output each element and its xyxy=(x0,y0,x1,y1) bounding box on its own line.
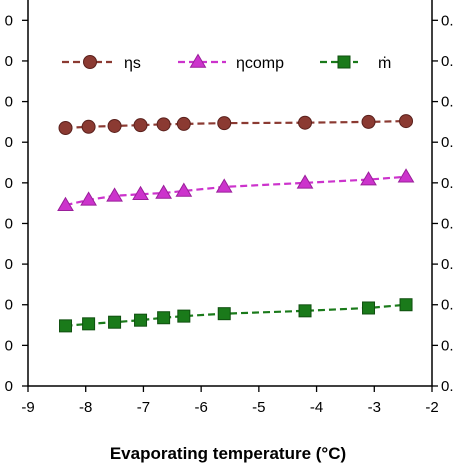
left-y-tick-label: 0 xyxy=(5,337,13,354)
x-tick-label: -8 xyxy=(79,399,92,416)
data-point xyxy=(132,185,149,200)
x-tick-label: -4 xyxy=(310,399,323,416)
x-tick-label: -5 xyxy=(252,399,265,416)
left-y-tick-label: 0 xyxy=(5,297,13,314)
right-y-tick-label: 0. xyxy=(441,94,454,111)
left-y-tick-label: 0 xyxy=(5,256,13,273)
left-y-tick-label: 0 xyxy=(5,378,13,395)
data-point xyxy=(58,120,73,135)
right-y-tick-label: 0. xyxy=(441,297,454,314)
series-0 xyxy=(58,114,414,135)
data-point xyxy=(175,182,193,197)
series-layer xyxy=(57,114,415,333)
data-point xyxy=(397,168,415,183)
right-y-tick-label: 0. xyxy=(441,134,454,151)
data-point xyxy=(106,187,123,202)
data-point xyxy=(361,114,376,129)
data-point xyxy=(82,317,96,331)
legend-marker xyxy=(337,55,351,69)
x-axis-label: Evaporating temperature (°C) xyxy=(110,444,346,463)
data-point xyxy=(360,171,377,186)
data-point xyxy=(176,116,191,131)
data-point xyxy=(134,313,148,327)
left-y-tick-label: 0 xyxy=(5,215,13,232)
legend-entry: ηs xyxy=(62,55,141,72)
data-point xyxy=(157,311,171,325)
data-point xyxy=(298,115,313,130)
x-tick-label: -7 xyxy=(137,399,150,416)
right-y-tick-label: 0. xyxy=(441,53,454,70)
series-2 xyxy=(59,298,413,333)
right-y-tick-label: 0. xyxy=(441,337,454,354)
series-1 xyxy=(57,168,415,211)
data-point xyxy=(177,309,191,323)
left-y-tick-label: 0 xyxy=(5,53,13,70)
data-point xyxy=(399,114,414,129)
legend-label: ηcomp xyxy=(236,55,284,72)
x-tick-label: -3 xyxy=(368,399,381,416)
x-tick-label: -9 xyxy=(21,399,34,416)
data-point xyxy=(217,116,232,131)
right-y-tick-label: 0. xyxy=(441,256,454,273)
left-y-tick-label: 0 xyxy=(5,12,13,29)
legend-label: ṁ xyxy=(378,55,391,72)
series-line xyxy=(65,175,407,207)
data-point xyxy=(298,304,312,318)
data-point xyxy=(155,184,173,199)
legend-marker xyxy=(83,55,97,69)
data-point xyxy=(59,319,73,333)
data-point xyxy=(156,117,171,132)
x-tick-label: -2 xyxy=(425,399,438,416)
right-y-tick-label: 0. xyxy=(441,12,454,29)
right-y-tick-label: 0. xyxy=(441,175,454,192)
series-line xyxy=(65,303,407,327)
data-point xyxy=(399,298,413,312)
series-line xyxy=(65,119,407,130)
left-y-tick-label: 0 xyxy=(5,134,13,151)
plot-frame xyxy=(27,0,433,387)
legend-entry: ṁ xyxy=(320,55,391,72)
x-tick-label: -6 xyxy=(194,399,207,416)
data-point xyxy=(108,315,122,329)
legend-label: ηs xyxy=(124,55,141,72)
right-y-tick-label: 0. xyxy=(441,378,454,395)
data-point xyxy=(296,174,314,189)
data-point xyxy=(80,191,97,206)
left-y-tick-label: 0 xyxy=(5,94,13,111)
axes: -9 -8 -7 -6 -5 -4 -3 -2 0 0. 0 0. 0 0. 0 0. 0 0. 0 0. 0 0. 0 0.… xyxy=(5,0,454,416)
legend: ηs ηcomp ṁ xyxy=(62,53,391,72)
data-point xyxy=(107,118,122,133)
data-point xyxy=(217,307,231,321)
legend-entry: ηcomp xyxy=(178,53,284,72)
data-point xyxy=(215,178,233,193)
data-point xyxy=(362,301,376,315)
left-y-tick-label: 0 xyxy=(5,175,13,192)
data-point xyxy=(81,119,96,134)
right-y-tick-label: 0. xyxy=(441,215,454,232)
data-point xyxy=(133,118,148,133)
data-point xyxy=(57,196,74,211)
legend-marker xyxy=(189,53,207,68)
